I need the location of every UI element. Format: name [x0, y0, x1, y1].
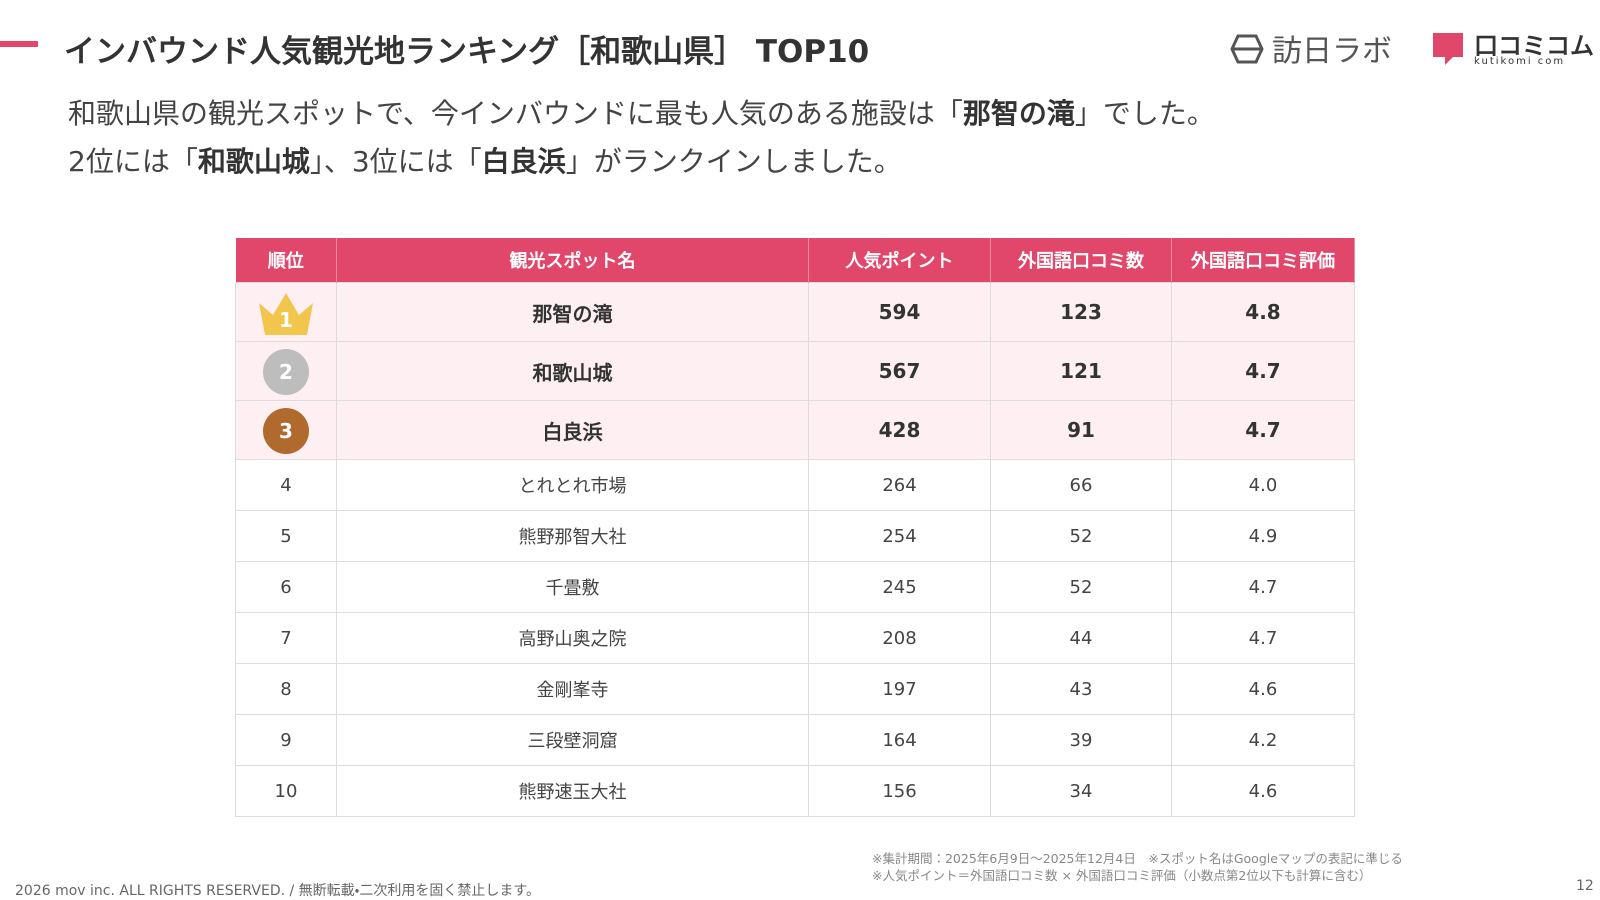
cell: 熊野速玉大社 — [336, 765, 809, 817]
cell: 4.2 — [1171, 714, 1355, 766]
cell: 91 — [990, 400, 1172, 460]
column-header: 観光スポット名 — [336, 238, 809, 283]
intro-text: 和歌山県の観光スポットで、今インバウンドに最も人気のある施設は「 — [68, 97, 963, 130]
intro-text: 2位には「 — [68, 145, 198, 178]
cell: 白良浜 — [336, 400, 809, 460]
intro-line: 和歌山県の観光スポットで、今インバウンドに最も人気のある施設は「那智の滝」でした… — [68, 90, 1215, 138]
intro-text: 那智の滝 — [962, 97, 1075, 130]
cell: 44 — [990, 612, 1172, 664]
logo: 口コミコム — [1474, 32, 1594, 60]
cell: 123 — [990, 282, 1172, 342]
cell: 熊野那智大社 — [336, 510, 809, 562]
cell: とれとれ市場 — [336, 459, 809, 511]
cell: 66 — [990, 459, 1172, 511]
cell: 和歌山城 — [336, 341, 809, 401]
cell: 34 — [990, 765, 1172, 817]
rank-badge: 1 — [259, 293, 313, 335]
table-row: 2 和歌山城 567 121 4.7 — [235, 341, 1355, 401]
cell: 4.9 — [1171, 510, 1355, 562]
logo-icon — [1230, 34, 1264, 64]
column-header: 外国語口コミ評価 — [1171, 238, 1355, 283]
rank: 5 — [235, 510, 337, 562]
cell: 39 — [990, 714, 1172, 766]
table-row: 10 熊野速玉大社 156 34 4.6 — [235, 765, 1355, 817]
rank: 1 — [279, 308, 293, 332]
rank: 2 — [279, 360, 293, 384]
cell: 4.7 — [1171, 612, 1355, 664]
rank: 3 — [279, 419, 293, 443]
cell: 4.8 — [1171, 282, 1355, 342]
cell: 金剛峯寺 — [336, 663, 809, 715]
cell: 52 — [990, 561, 1172, 613]
rank-cell: 2 — [235, 341, 337, 401]
cell: 208 — [808, 612, 991, 664]
notes: ※集計期間：2025年6月9日〜2025年12月4日 ※スポット名はGoogle… — [872, 850, 1403, 884]
intro-line: 2位には「和歌山城」、3位には「白良浜」がランクインしました。 — [68, 138, 1215, 186]
intro-text: 和歌山城 — [197, 145, 310, 178]
rank-cell: 3 — [235, 400, 337, 460]
rank: 6 — [235, 561, 337, 613]
table-row: 6 千畳敷 245 52 4.7 — [235, 561, 1355, 613]
cell: 52 — [990, 510, 1172, 562]
rank-cell: 1 — [235, 282, 337, 342]
rank: 7 — [235, 612, 337, 664]
column-header: 人気ポイント — [808, 238, 991, 283]
cell: 高野山奥之院 — [336, 612, 809, 664]
note: ※集計期間：2025年6月9日〜2025年12月4日 ※スポット名はGoogle… — [872, 851, 1403, 866]
cell: 4.0 — [1171, 459, 1355, 511]
cell: 43 — [990, 663, 1172, 715]
table-row: 1 那智の滝 594 123 4.8 — [235, 282, 1355, 342]
rank: 9 — [235, 714, 337, 766]
cell: 121 — [990, 341, 1172, 401]
logo-sub: kutikomi com — [1474, 56, 1566, 67]
cell: 164 — [808, 714, 991, 766]
table-row: 7 高野山奥之院 208 44 4.7 — [235, 612, 1355, 664]
cell: 245 — [808, 561, 991, 613]
table-row: 3 白良浜 428 91 4.7 — [235, 400, 1355, 460]
cell: 4.7 — [1171, 341, 1355, 401]
table-row: 8 金剛峯寺 197 43 4.6 — [235, 663, 1355, 715]
cell: 254 — [808, 510, 991, 562]
cell: 428 — [808, 400, 991, 460]
cell: 那智の滝 — [336, 282, 809, 342]
cell: 264 — [808, 459, 991, 511]
copyright: 2026 mov inc. ALL RIGHTS RESERVED. / 無断転… — [15, 883, 541, 899]
cell: 4.7 — [1171, 561, 1355, 613]
table-row: 9 三段壁洞窟 164 39 4.2 — [235, 714, 1355, 766]
cell: 4.7 — [1171, 400, 1355, 460]
cell: 594 — [808, 282, 991, 342]
logo-icon — [1433, 33, 1463, 65]
cell: 156 — [808, 765, 991, 817]
cell: 千畳敷 — [336, 561, 809, 613]
cell: 4.6 — [1171, 663, 1355, 715]
title: インバウンド人気観光地ランキング［和歌山県］ TOP10 — [64, 34, 870, 70]
table-row: 5 熊野那智大社 254 52 4.9 — [235, 510, 1355, 562]
cell: 三段壁洞窟 — [336, 714, 809, 766]
rank: 4 — [235, 459, 337, 511]
intro: 和歌山県の観光スポットで、今インバウンドに最も人気のある施設は「那智の滝」でした… — [68, 90, 1215, 186]
rank-badge: 2 — [263, 349, 309, 395]
page-number: 12 — [1576, 878, 1594, 894]
note: ※人気ポイント＝外国語口コミ数 × 外国語口コミ評価（小数点第2位以下も計算に含… — [872, 868, 1372, 883]
rank: 10 — [235, 765, 337, 817]
logo: 訪日ラボ — [1272, 34, 1392, 69]
intro-text: 白良浜 — [481, 145, 566, 178]
cell: 4.6 — [1171, 765, 1355, 817]
cell: 567 — [808, 341, 991, 401]
rank: 8 — [235, 663, 337, 715]
table-row: 4 とれとれ市場 264 66 4.0 — [235, 459, 1355, 511]
column-header: 外国語口コミ数 — [990, 238, 1172, 283]
intro-text: 」、3位には「 — [309, 145, 482, 178]
ranking-table: 順位 観光スポット名 人気ポイント 外国語口コミ数 外国語口コミ評価 1 那智の滝 594 12… — [235, 238, 1355, 817]
intro-text: 」でした。 — [1074, 97, 1215, 130]
intro-text: 」がランクインしました。 — [565, 145, 902, 178]
rank-badge: 3 — [263, 408, 309, 454]
cell: 197 — [808, 663, 991, 715]
accent-bar — [0, 41, 38, 47]
column-header: 順位 — [235, 238, 337, 283]
